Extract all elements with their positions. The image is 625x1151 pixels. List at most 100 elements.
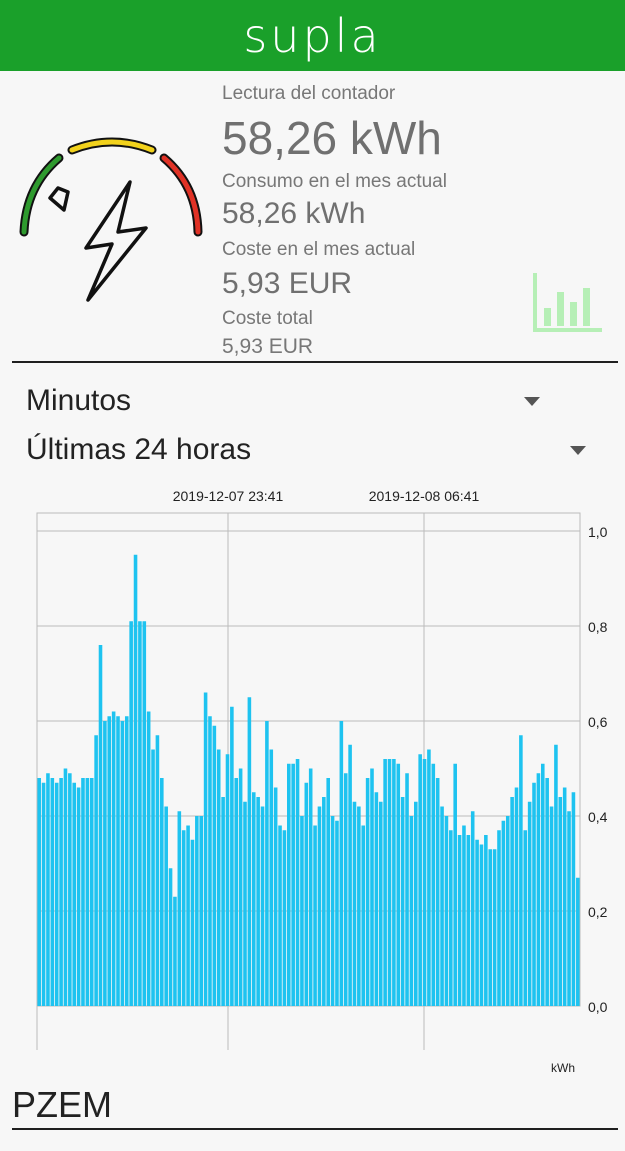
bar-chart-icon[interactable] (530, 268, 604, 338)
bar (190, 839, 195, 1006)
bar (212, 725, 217, 1006)
bar (317, 806, 322, 1006)
bar (103, 721, 107, 1006)
bar (545, 778, 549, 1006)
divider-top (12, 361, 618, 363)
bar (46, 773, 50, 1006)
bar (527, 801, 532, 1006)
bar (177, 811, 182, 1006)
bar (37, 778, 41, 1006)
bar (470, 811, 475, 1006)
bar (370, 768, 374, 1006)
chevron-down-icon (570, 446, 586, 455)
reading-label: Lectura del contador (222, 83, 396, 104)
y-tick-label: 0,8 (588, 619, 608, 635)
consumption-bar-chart[interactable]: 1,0 0,8 0,6 0,4 0,2 0,0 2019-12-07 23:41 2019-1… (0, 475, 625, 1085)
x-tick-label: 2019-12-07 23:41 (173, 488, 284, 504)
total-cost-label: Coste total (222, 308, 313, 329)
bar (168, 868, 173, 1006)
bar (142, 621, 147, 1006)
y-tick-label: 0,4 (588, 809, 608, 825)
bar (453, 763, 457, 1006)
bar (291, 763, 295, 1006)
bar (479, 844, 484, 1006)
bar (251, 792, 256, 1006)
month-cost-value: 5,93 EUR (222, 267, 353, 300)
y-tick-label: 0,0 (588, 999, 608, 1015)
bar (278, 825, 282, 1006)
bar (400, 797, 405, 1006)
bar (54, 782, 59, 1006)
bar (98, 645, 103, 1006)
bar (63, 768, 68, 1006)
bar (234, 778, 239, 1006)
bar (335, 820, 339, 1006)
bar (536, 773, 541, 1006)
supla-logo: supla (243, 9, 382, 63)
bar (124, 716, 129, 1006)
bar (392, 759, 396, 1006)
bar (230, 706, 234, 1006)
bar (505, 816, 510, 1006)
bar (225, 754, 230, 1006)
bar (111, 711, 116, 1006)
bar (554, 744, 558, 1006)
bar (186, 825, 190, 1006)
bar (435, 778, 440, 1006)
bar (269, 749, 274, 1006)
bar (339, 721, 344, 1006)
bar (107, 716, 112, 1006)
bar (287, 763, 291, 1006)
bar (532, 782, 536, 1006)
divider-bottom (12, 1128, 618, 1130)
bar (89, 778, 94, 1006)
bar (326, 778, 330, 1006)
bar (50, 778, 55, 1006)
bar (418, 754, 422, 1006)
bar (449, 830, 453, 1006)
bar (273, 787, 278, 1006)
bar (282, 830, 287, 1006)
bar (378, 801, 383, 1006)
bar (138, 621, 142, 1006)
interval-dropdown[interactable]: Minutos (0, 380, 625, 424)
bar (116, 716, 120, 1006)
month-consumption-value: 58,26 kWh (222, 197, 366, 230)
bar (308, 768, 313, 1006)
bar (374, 792, 379, 1006)
bar (431, 763, 436, 1006)
bar (576, 877, 580, 1006)
bar (540, 763, 545, 1006)
bar (409, 816, 414, 1006)
bar (348, 744, 352, 1006)
bar (238, 768, 243, 1006)
bar (475, 839, 479, 1006)
bar (313, 825, 317, 1006)
bar (492, 849, 497, 1006)
bar (129, 621, 133, 1006)
bar (501, 820, 506, 1006)
bar (488, 849, 493, 1006)
bar (387, 759, 392, 1006)
bar (440, 806, 444, 1006)
bar (41, 782, 46, 1006)
total-cost-value: 5,93 EUR (222, 335, 314, 358)
bar (208, 716, 212, 1006)
bar (444, 816, 449, 1006)
bar (497, 830, 501, 1006)
bar (427, 749, 431, 1006)
bar (330, 816, 335, 1006)
bar (94, 735, 98, 1006)
range-dropdown[interactable]: Últimas 24 horas (0, 429, 625, 473)
bar (361, 825, 366, 1006)
bar (567, 811, 571, 1006)
bar (322, 797, 326, 1006)
bar (466, 835, 471, 1006)
bar (519, 735, 523, 1006)
bar (173, 896, 177, 1006)
bar (155, 735, 160, 1006)
bar (514, 787, 519, 1006)
bar (260, 806, 265, 1006)
bar (181, 830, 186, 1006)
bar (195, 816, 199, 1006)
